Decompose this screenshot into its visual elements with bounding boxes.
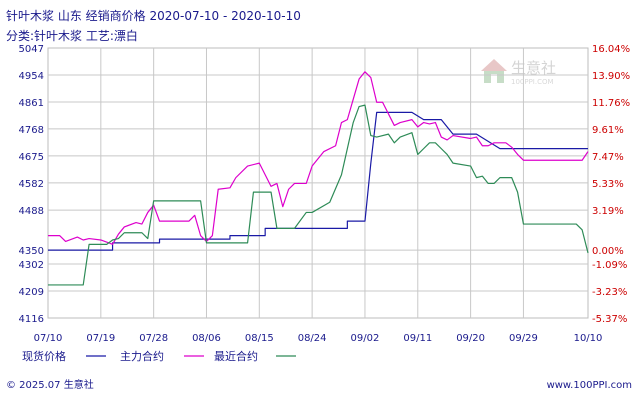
watermark-brand: 生意社 — [511, 59, 556, 77]
y-right-tick-label: 5.33% — [592, 179, 624, 190]
legend-label-spot: 现货价格 — [22, 349, 66, 363]
grid — [48, 48, 588, 318]
y-right-tick-label: 11.76% — [592, 98, 630, 109]
y-right-tick-label: -1.09% — [592, 260, 627, 271]
chart-title: 针叶木浆 山东 经销商价格 2020-07-10 - 2020-10-10 — [6, 8, 301, 23]
footer-site-link[interactable]: www.100PPI.com — [547, 380, 632, 391]
chart-subtitle: 分类:针叶木浆 工艺:漂白 — [6, 28, 138, 43]
series-lines — [48, 71, 589, 286]
y-left-tick-label: 5047 — [19, 44, 44, 55]
series-line-recent-contract — [48, 104, 589, 286]
legend: 现货价格 主力合约 最近合约 — [22, 349, 296, 363]
footer-copyright: © 2025.07 生意社 — [6, 378, 94, 391]
house-icon — [481, 59, 507, 83]
x-tick-label: 07/10 — [34, 333, 63, 344]
watermark-url: 100PPI.COM — [511, 78, 554, 86]
y-right-tick-label: 16.04% — [592, 44, 630, 55]
y-left-tick-label: 4582 — [19, 179, 44, 190]
y-axis-left: 5047 4954 4861 4768 4675 4582 4488 4350 4302 4209… — [19, 44, 44, 325]
y-right-tick-label: 7.47% — [592, 152, 624, 163]
x-tick-label: 09/29 — [509, 333, 538, 344]
x-axis: 07/10 07/19 07/28 08/06 08/15 08/24 09/02 09/11… — [34, 333, 603, 344]
x-tick-label: 07/19 — [86, 333, 115, 344]
series-line-main-contract — [48, 71, 589, 245]
y-left-tick-label: 4209 — [19, 287, 44, 298]
y-left-tick-label: 4488 — [19, 206, 44, 217]
y-left-tick-label: 4350 — [19, 246, 44, 257]
series-line-spot — [48, 111, 588, 251]
y-left-tick-label: 4116 — [19, 314, 44, 325]
y-left-tick-label: 4768 — [19, 125, 44, 136]
y-right-tick-label: 3.19% — [592, 206, 624, 217]
x-tick-label: 08/15 — [245, 333, 274, 344]
x-tick-label: 07/28 — [139, 333, 168, 344]
x-tick-label: 08/24 — [298, 333, 327, 344]
y-right-tick-label: -3.23% — [592, 287, 627, 298]
y-right-tick-label: 13.90% — [592, 71, 630, 82]
x-tick-label: 10/10 — [574, 333, 603, 344]
y-left-tick-label: 4861 — [19, 98, 44, 109]
y-right-tick-label: 9.61% — [592, 125, 624, 136]
y-right-tick-label: -5.37% — [592, 314, 627, 325]
x-tick-label: 09/20 — [456, 333, 485, 344]
legend-label-main-contract: 主力合约 — [120, 349, 164, 363]
y-left-tick-label: 4675 — [19, 152, 44, 163]
legend-label-recent-contract: 最近合约 — [214, 349, 258, 363]
x-tick-label: 09/11 — [403, 333, 432, 344]
x-tick-label: 08/06 — [192, 333, 221, 344]
y-left-tick-label: 4302 — [19, 260, 44, 271]
y-axis-right: 16.04% 13.90% 11.76% 9.61% 7.47% 5.33% 3.19% 0.… — [592, 44, 630, 325]
x-tick-label: 09/02 — [351, 333, 380, 344]
watermark-logo: 生意社 100PPI.COM — [481, 59, 556, 86]
y-right-tick-label: 0.00% — [592, 246, 624, 257]
y-left-tick-label: 4954 — [19, 71, 44, 82]
